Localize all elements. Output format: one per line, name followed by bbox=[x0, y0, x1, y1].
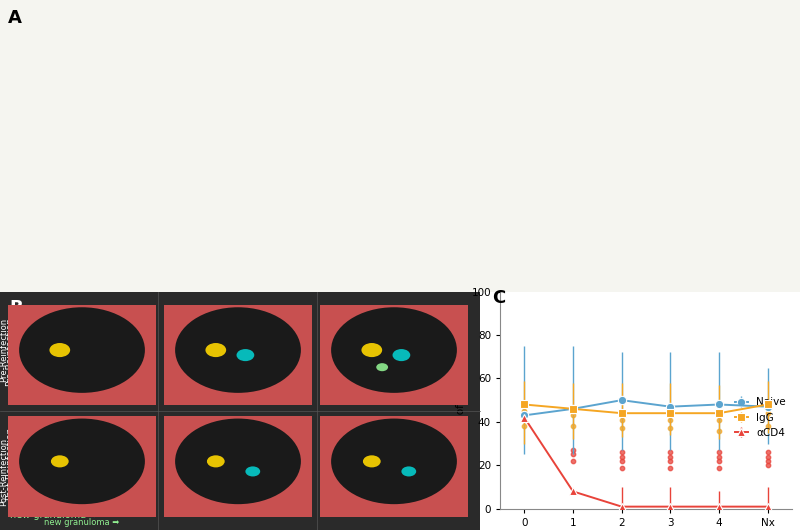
Ellipse shape bbox=[175, 419, 301, 504]
Text: Post-Reinfection: Post-Reinfection bbox=[0, 438, 9, 506]
Text: A: A bbox=[8, 8, 22, 26]
Point bbox=[615, 463, 628, 472]
Point bbox=[762, 453, 774, 461]
Circle shape bbox=[50, 343, 70, 357]
Point bbox=[615, 424, 628, 432]
Point bbox=[566, 450, 579, 458]
Point bbox=[615, 416, 628, 424]
Text: B: B bbox=[10, 299, 23, 316]
Point bbox=[566, 422, 579, 430]
Point bbox=[664, 409, 677, 418]
Circle shape bbox=[51, 455, 69, 467]
Ellipse shape bbox=[19, 419, 145, 504]
Y-axis label: %CD4+ of CD3 T cells: %CD4+ of CD3 T cells bbox=[456, 342, 466, 458]
Ellipse shape bbox=[331, 419, 457, 504]
Point bbox=[664, 416, 677, 424]
Text: Pre-Reinfection: Pre-Reinfection bbox=[5, 317, 14, 385]
Point bbox=[713, 453, 726, 461]
Circle shape bbox=[402, 466, 416, 476]
Point bbox=[713, 463, 726, 472]
Point bbox=[762, 461, 774, 470]
Circle shape bbox=[246, 466, 260, 476]
Text: Post-Reinfection: Post-Reinfection bbox=[5, 427, 14, 500]
Circle shape bbox=[363, 455, 381, 467]
Point bbox=[713, 409, 726, 418]
Point bbox=[762, 422, 774, 430]
Circle shape bbox=[393, 349, 410, 361]
Point bbox=[713, 457, 726, 465]
Point bbox=[664, 448, 677, 456]
Text: Pre-Reinfection: Pre-Reinfection bbox=[0, 318, 9, 382]
Point bbox=[713, 416, 726, 424]
Point bbox=[566, 457, 579, 465]
Point bbox=[713, 448, 726, 456]
Point bbox=[762, 448, 774, 456]
Point bbox=[615, 457, 628, 465]
Point bbox=[664, 453, 677, 461]
Ellipse shape bbox=[331, 307, 457, 393]
Point bbox=[518, 422, 530, 430]
Text: C: C bbox=[492, 289, 506, 307]
Point bbox=[713, 426, 726, 435]
Circle shape bbox=[237, 349, 254, 361]
Point bbox=[566, 446, 579, 454]
Text: new granuloma ➡: new granuloma ➡ bbox=[44, 518, 119, 527]
Point bbox=[615, 409, 628, 418]
Point bbox=[566, 404, 579, 413]
Point bbox=[664, 424, 677, 432]
Ellipse shape bbox=[175, 307, 301, 393]
Point bbox=[762, 409, 774, 418]
Point bbox=[762, 400, 774, 409]
Ellipse shape bbox=[19, 307, 145, 393]
Point bbox=[615, 453, 628, 461]
Circle shape bbox=[207, 455, 225, 467]
Point bbox=[664, 463, 677, 472]
Point bbox=[566, 411, 579, 420]
Circle shape bbox=[206, 343, 226, 357]
Point bbox=[664, 457, 677, 465]
Circle shape bbox=[362, 343, 382, 357]
Circle shape bbox=[376, 363, 388, 371]
Legend: Naive, IgG, αCD4: Naive, IgG, αCD4 bbox=[731, 393, 790, 442]
Point bbox=[615, 448, 628, 456]
Point bbox=[518, 400, 530, 409]
Point bbox=[762, 457, 774, 465]
Text: new granuloma ➡: new granuloma ➡ bbox=[10, 510, 97, 520]
Point bbox=[518, 407, 530, 416]
